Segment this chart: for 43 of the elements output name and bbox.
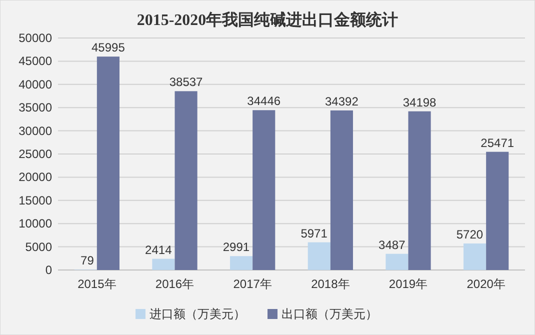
y-tick-label: 45000 [18, 54, 52, 68]
bar [386, 254, 408, 270]
x-tick-label: 2017年 [233, 277, 272, 291]
data-label: 38537 [169, 75, 204, 90]
x-tick-label: 2019年 [388, 277, 428, 291]
data-label: 2991 [222, 240, 250, 254]
y-tick-label: 0 [45, 263, 52, 277]
bar [464, 243, 486, 270]
bar [152, 258, 175, 270]
legend-label: 出口额（万美元） [282, 307, 378, 321]
bar [252, 110, 276, 270]
bar [486, 152, 509, 270]
x-tick-label: 2016年 [155, 277, 194, 291]
y-tick-label: 35000 [18, 100, 52, 115]
y-tick-label: 25000 [18, 147, 52, 161]
data-label: 45995 [92, 40, 126, 55]
data-label: 79 [80, 254, 94, 268]
y-tick-label: 5000 [25, 240, 52, 254]
x-tick-label: 2018年 [311, 277, 350, 291]
bar [230, 256, 253, 270]
data-label: 34198 [402, 95, 437, 110]
bar [330, 110, 353, 270]
data-label: 34446 [247, 94, 281, 108]
data-label: 5720 [456, 227, 484, 242]
data-label: 25471 [480, 136, 514, 150]
data-label: 5971 [300, 226, 328, 240]
bar [174, 91, 198, 270]
y-tick-label: 20000 [18, 170, 52, 184]
bar [408, 111, 431, 270]
y-tick-label: 30000 [18, 124, 52, 138]
data-label: 34392 [325, 94, 359, 108]
x-tick-label: 2015年 [78, 277, 116, 291]
x-tick-label: 2020年 [466, 277, 506, 291]
y-tick-label: 40000 [18, 77, 52, 92]
bar [308, 242, 330, 270]
y-tick-label: 15000 [18, 193, 52, 208]
y-tick-label: 50000 [18, 31, 52, 45]
data-label: 3487 [378, 238, 406, 252]
bar [96, 56, 120, 270]
data-label: 2414 [145, 242, 172, 257]
y-tick-label: 10000 [18, 216, 52, 231]
chart-title: 2015-2020年我国纯碱进出口金额统计 [136, 11, 398, 29]
legend-label: 进口额（万美元） [150, 307, 246, 321]
